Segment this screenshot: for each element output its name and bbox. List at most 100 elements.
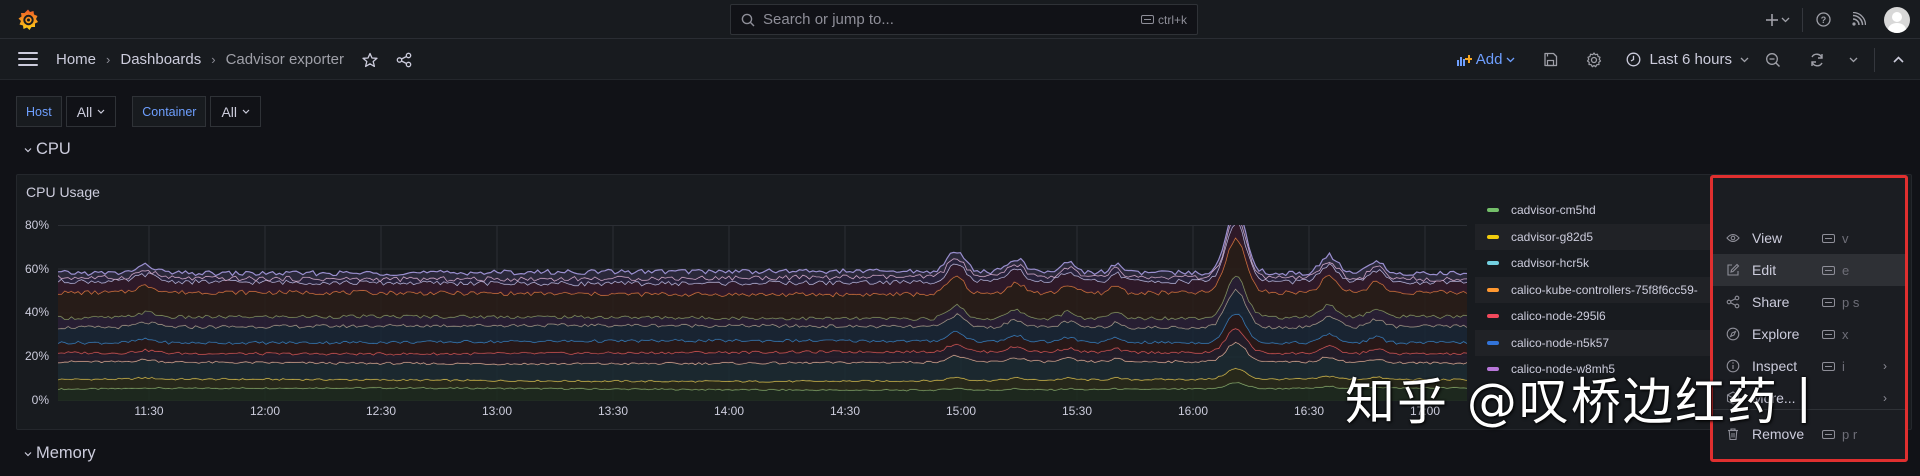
- grafana-logo-icon[interactable]: [16, 8, 40, 32]
- divider: [1802, 7, 1803, 32]
- menu-toggle-icon[interactable]: [18, 52, 38, 67]
- refresh-button[interactable]: [1809, 52, 1825, 68]
- legend-item[interactable]: cadvisor-hcr5k: [1475, 250, 1735, 277]
- chevron-down-icon: [1506, 57, 1515, 62]
- legend-color-swatch: [1487, 314, 1499, 319]
- search-placeholder: Search or jump to...: [763, 11, 894, 28]
- chevron-down-icon: [24, 451, 32, 456]
- new-button[interactable]: [1765, 13, 1779, 27]
- top-bar: Search or jump to... ctrl+k ?: [0, 0, 1920, 39]
- shortcut-text: i: [1842, 358, 1845, 374]
- menu-item-inspect[interactable]: Inspect i ›: [1713, 350, 1905, 382]
- menu-item-share[interactable]: Share p s: [1713, 286, 1905, 318]
- search-icon: [741, 13, 755, 26]
- breadcrumb-home[interactable]: Home: [56, 51, 97, 68]
- shortcut-text: p r: [1842, 426, 1858, 442]
- refresh-interval-dropdown[interactable]: [1849, 57, 1858, 63]
- x-tick: 14:30: [829, 404, 861, 418]
- row-title-cpu: CPU: [36, 140, 71, 158]
- menu-item-shortcut: i: [1822, 359, 1845, 374]
- dashboard-nav-bar: Home › Dashboards › Cadvisor exporter Ad…: [0, 39, 1920, 80]
- user-avatar[interactable]: [1884, 6, 1910, 33]
- row-header-memory[interactable]: Memory: [24, 444, 96, 463]
- svg-text:?: ?: [1821, 15, 1827, 25]
- compass-icon: [1726, 327, 1740, 341]
- shortcut-text: ctrl+k: [1157, 12, 1187, 27]
- menu-item-edit[interactable]: Edit e: [1713, 254, 1905, 286]
- clock-icon: [1626, 52, 1641, 67]
- legend-label: calico-kube-controllers-75f8f6cc59-: [1511, 282, 1698, 297]
- x-tick: 16:30: [1293, 404, 1325, 418]
- zoom-out-icon: [1766, 52, 1780, 67]
- variable-label-container: Container: [132, 96, 207, 127]
- search-shortcut: ctrl+k: [1140, 12, 1187, 27]
- dashboard-toolbar: Add Last 6 hours: [1456, 39, 1920, 80]
- chevron-down-icon[interactable]: [1781, 17, 1790, 23]
- legend-color-swatch: [1487, 208, 1499, 213]
- news-button[interactable]: [1851, 12, 1866, 27]
- chevron-down-icon: [242, 109, 250, 114]
- legend-item[interactable]: calico-kube-controllers-75f8f6cc59-: [1475, 276, 1735, 303]
- share-icon[interactable]: [396, 52, 412, 68]
- chevron-right-icon: ›: [1883, 391, 1887, 405]
- x-tick: 12:00: [249, 404, 281, 418]
- menu-item-shortcut: v: [1822, 231, 1849, 246]
- help-button[interactable]: ?: [1816, 12, 1831, 27]
- menu-item-shortcut: x: [1822, 327, 1849, 342]
- menu-item-shortcut: e: [1822, 263, 1849, 278]
- y-tick: 80%: [24, 218, 49, 232]
- time-range-picker[interactable]: Last 6 hours: [1626, 51, 1749, 68]
- shortcut-text: x: [1842, 326, 1849, 342]
- variable-select-host[interactable]: All: [65, 96, 117, 127]
- star-icon[interactable]: [362, 52, 378, 68]
- menu-item-remove[interactable]: Remove p r: [1713, 418, 1905, 450]
- variable-select-container[interactable]: All: [210, 96, 262, 127]
- legend-label: calico-node-n5k57: [1511, 335, 1610, 350]
- breadcrumb-separator: ›: [106, 52, 111, 67]
- menu-item-explore[interactable]: Explore x: [1713, 318, 1905, 350]
- variable-value-container: All: [221, 103, 238, 120]
- x-tick: 12:30: [365, 404, 397, 418]
- legend-color-swatch: [1487, 367, 1499, 372]
- edit-icon: [1726, 263, 1740, 277]
- y-tick: 40%: [24, 305, 49, 319]
- collapse-toolbar-button[interactable]: [1893, 56, 1904, 63]
- x-tick: 17:00: [1409, 404, 1441, 418]
- shortcut-text: p s: [1842, 294, 1860, 310]
- search-input[interactable]: Search or jump to... ctrl+k: [730, 4, 1198, 35]
- chevron-down-icon: [1849, 57, 1858, 62]
- y-tick: 20%: [24, 349, 49, 363]
- save-dashboard-button[interactable]: [1543, 52, 1558, 67]
- x-tick: 15:30: [1061, 404, 1093, 418]
- legend-item[interactable]: calico-node-295l6: [1475, 303, 1735, 330]
- refresh-icon: [1811, 53, 1823, 66]
- template-variables: Host All Container All: [16, 96, 262, 127]
- dashboard-settings-button[interactable]: [1586, 51, 1602, 68]
- legend-label: calico-node-w8mh5: [1511, 362, 1616, 377]
- legend-item[interactable]: cadvisor-g82d5: [1475, 223, 1735, 250]
- legend-color-swatch: [1487, 234, 1499, 239]
- info-icon: [1726, 359, 1740, 373]
- variable-label-host: Host: [16, 96, 62, 127]
- menu-item-more[interactable]: More... ›: [1713, 382, 1905, 414]
- legend-item[interactable]: calico-node-w8mh5: [1475, 356, 1735, 383]
- keyboard-icon: [1140, 15, 1154, 24]
- x-tick: 11:30: [134, 404, 164, 418]
- legend-label: cadvisor-hcr5k: [1511, 256, 1590, 271]
- share-icon: [1726, 295, 1740, 309]
- add-button[interactable]: Add: [1456, 51, 1516, 68]
- menu-item-view[interactable]: View v: [1713, 222, 1905, 254]
- legend-item[interactable]: cadvisor-cm5hd: [1475, 197, 1735, 224]
- chevron-down-icon: [1740, 57, 1749, 62]
- rss-icon: [1852, 12, 1866, 26]
- x-tick: 13:00: [481, 404, 513, 418]
- time-series-plot[interactable]: [58, 225, 1467, 401]
- breadcrumb-dashboards[interactable]: Dashboards: [120, 51, 202, 68]
- menu-item-label: Explore: [1752, 326, 1800, 342]
- legend-item[interactable]: calico-node-n5k57: [1475, 329, 1735, 356]
- zoom-out-button[interactable]: [1765, 52, 1781, 68]
- keyboard-icon: [1822, 429, 1835, 439]
- cpu-usage-panel[interactable]: CPU Usage 80% 60% 40% 20% 0%: [16, 174, 1912, 430]
- chart-legend: cadvisor-cm5hd cadvisor-g82d5 cadvisor-h…: [1475, 197, 1735, 383]
- row-header-cpu[interactable]: CPU: [24, 140, 71, 159]
